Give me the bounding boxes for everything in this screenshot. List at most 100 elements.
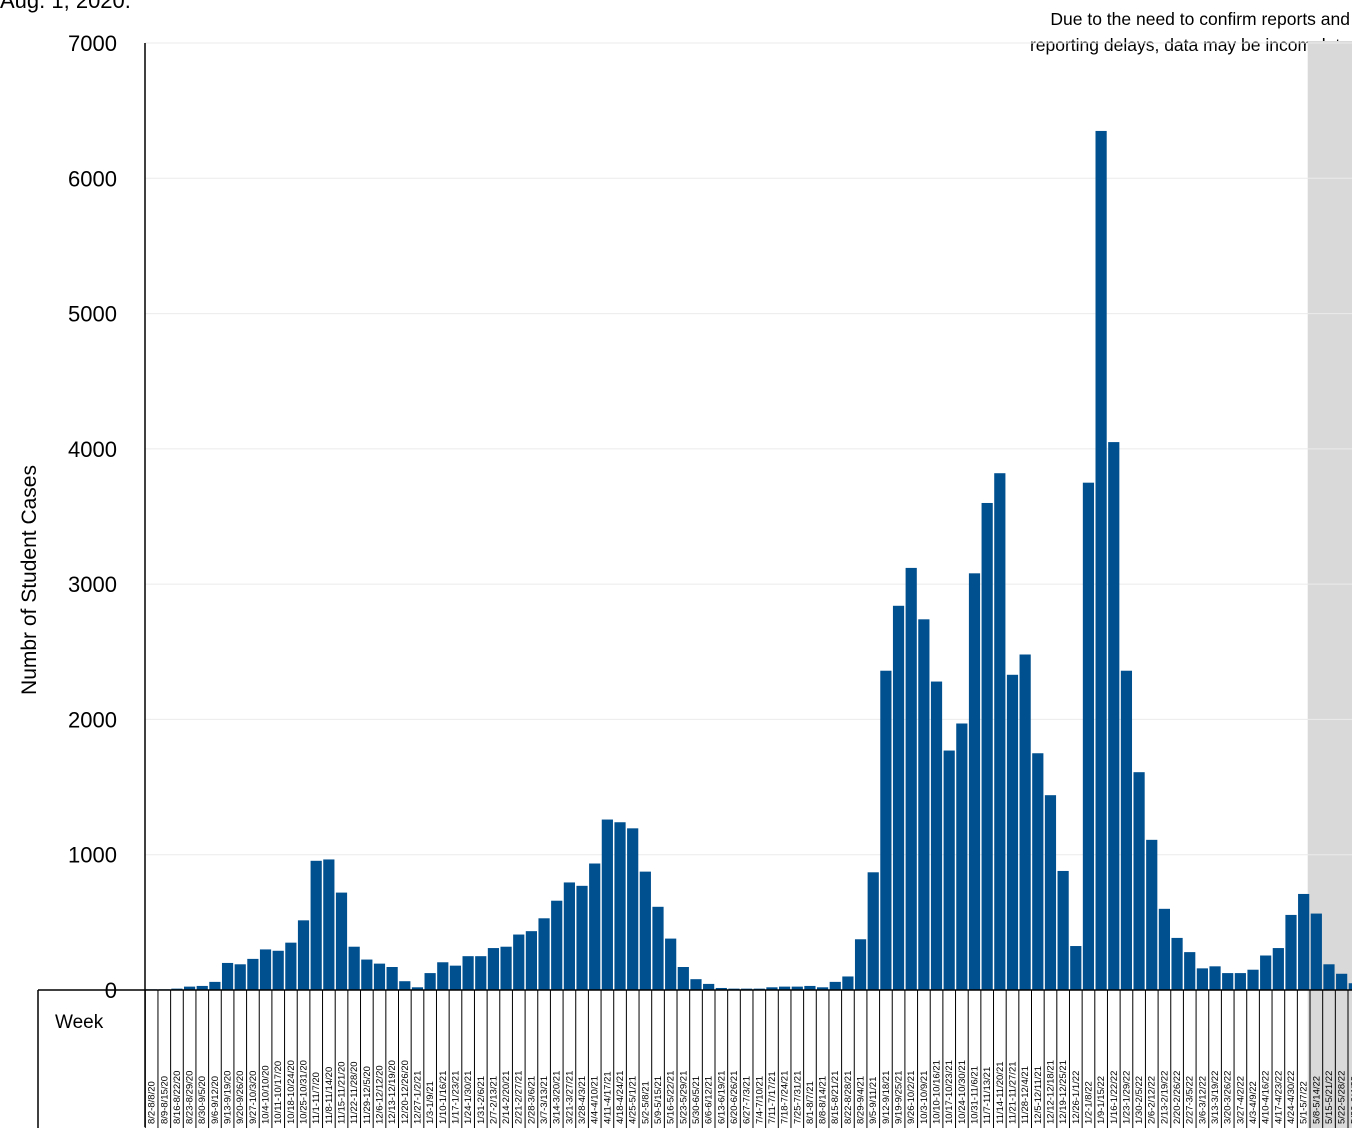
bar	[538, 918, 549, 990]
bar	[1121, 671, 1132, 990]
x-tick-label: 4/3-4/9/22	[1248, 1081, 1259, 1124]
x-tick-label: 7/4-7/10/21	[754, 1076, 765, 1124]
bar	[463, 956, 474, 990]
x-tick-label: 4/11-4/17/21	[602, 1071, 613, 1124]
x-tick-label: 11/15-11/21/20	[337, 1061, 348, 1124]
y-tick-label: 7000	[68, 31, 117, 56]
x-tick-label: 10/24-10/30/21	[957, 1060, 968, 1124]
x-tick-label: 9/12-9/18/21	[881, 1071, 892, 1124]
x-tick-label: 4/17-4/23/22	[1273, 1071, 1284, 1124]
x-tick-label: 4/25-5/1/21	[628, 1076, 639, 1124]
x-tick-label: 10/10-10/16/21	[932, 1060, 943, 1124]
bar	[437, 962, 448, 990]
bar	[1070, 946, 1081, 990]
bar	[931, 682, 942, 990]
y-tick-label: 1000	[68, 843, 117, 868]
bar	[488, 948, 499, 990]
bar	[868, 872, 879, 990]
x-tick-label: 7/18-7/24/21	[780, 1071, 791, 1124]
x-tick-label: 3/7-3/13/21	[539, 1076, 550, 1124]
bar	[1323, 964, 1334, 990]
y-tick-label: 4000	[68, 437, 117, 462]
x-tick-label: 1/10-1/16/21	[438, 1071, 449, 1124]
x-tick-label: 12/27-1/2/21	[412, 1071, 423, 1124]
bar	[1058, 871, 1069, 990]
bar	[273, 951, 284, 990]
x-tick-label: 3/20-3/26/22	[1223, 1071, 1234, 1124]
x-tick-label: 2/13-2/19/22	[1159, 1071, 1170, 1124]
bar	[1222, 973, 1233, 990]
bar	[564, 882, 575, 990]
x-tick-label: 5/9-5/15/21	[653, 1076, 664, 1124]
bar	[1336, 974, 1347, 990]
x-tick-label: 9/6-9/12/20	[210, 1076, 221, 1124]
x-tick-label: 2/14-2/20/21	[501, 1071, 512, 1124]
bar	[399, 981, 410, 990]
bar	[374, 964, 385, 990]
x-tick-label: 5/16-5/22/21	[666, 1071, 677, 1124]
bar	[336, 893, 347, 990]
bar	[475, 956, 486, 990]
x-tick-label: 6/20-6/26/21	[729, 1071, 740, 1124]
x-tick-label: 5/22-5/28/22	[1337, 1071, 1348, 1124]
x-tick-label: 10/18-10/24/20	[286, 1060, 297, 1124]
bar	[830, 982, 841, 990]
x-tick-label: 5/15-5/21/22	[1324, 1071, 1335, 1124]
x-tick-label: 9/5-9/11/21	[868, 1077, 879, 1124]
x-tick-label: 9/27-10/3/20	[248, 1071, 259, 1124]
x-tick-label: 1/23-1/29/22	[1121, 1071, 1132, 1124]
x-tick-label: 6/6-6/12/21	[704, 1076, 715, 1124]
x-tick-label: 11/22-11/28/20	[349, 1061, 360, 1124]
x-tick-label: 10/3-10/9/21	[919, 1071, 930, 1124]
x-tick-label: 2/28-3/6/21	[526, 1076, 537, 1124]
x-tick-label: 1/3-1/9/21	[425, 1081, 436, 1124]
x-tick-label: 11/21-11/27/21	[1007, 1061, 1018, 1124]
x-tick-label: 10/31-11/6/21	[970, 1066, 981, 1124]
bar	[576, 886, 587, 990]
x-tick-label: 8/9-8/15/20	[159, 1076, 170, 1124]
x-tick-label: 8/1-8/7/21	[805, 1081, 816, 1124]
bar	[855, 939, 866, 990]
bar	[1184, 952, 1195, 990]
bar	[1133, 772, 1144, 990]
x-tick-label: 4/24-4/30/22	[1286, 1071, 1297, 1124]
x-tick-label: 8/29-9/4/21	[856, 1076, 867, 1124]
x-tick-label: 5/8-5/14/22	[1311, 1076, 1322, 1124]
x-tick-label: 11/14-11/20/21	[995, 1061, 1006, 1124]
bar	[1108, 442, 1119, 990]
x-tick-label: 1/31-2/6/21	[476, 1076, 487, 1124]
bar	[1285, 915, 1296, 990]
bar	[956, 723, 967, 990]
x-tick-label: 1/30-2/5/22	[1134, 1076, 1145, 1124]
x-tick-label: 12/20-12/26/20	[400, 1060, 411, 1124]
bar	[349, 947, 360, 990]
x-tick-label: 11/1-11/7/20	[311, 1072, 322, 1124]
x-tick-label: 2/20-2/26/22	[1172, 1071, 1183, 1124]
bar	[1197, 968, 1208, 990]
x-tick-label: 3/14-3/20/21	[552, 1071, 563, 1124]
bar	[1032, 753, 1043, 990]
bar	[1146, 840, 1157, 990]
x-tick-label: 12/26-1/1/22	[1071, 1071, 1082, 1124]
bar	[1247, 970, 1258, 990]
bar	[260, 949, 271, 990]
bar	[450, 966, 461, 990]
x-tick-label: 5/30-6/5/21	[691, 1076, 702, 1124]
x-tick-label: 11/7-11/13/21	[982, 1067, 993, 1124]
x-tick-label: 12/6-12/12/20	[374, 1065, 385, 1124]
bar	[311, 861, 322, 990]
x-tick-label: 10/25-10/31/20	[299, 1060, 310, 1124]
x-tick-label: 1/24-1/30/21	[463, 1071, 474, 1124]
bar	[906, 568, 917, 990]
bar	[589, 864, 600, 990]
x-tick-label: 3/6-3/12/22	[1197, 1076, 1208, 1124]
bar	[387, 967, 398, 990]
bar	[1096, 131, 1107, 990]
x-tick-label: 1/17-1/23/21	[450, 1071, 461, 1124]
x-tick-label: 1/2-1/8/22	[1083, 1081, 1094, 1124]
bar	[665, 939, 676, 990]
bar	[1273, 948, 1284, 990]
x-tick-label: 4/10-4/16/22	[1261, 1071, 1272, 1124]
x-tick-label: 5/2-5/8/21	[640, 1081, 651, 1124]
